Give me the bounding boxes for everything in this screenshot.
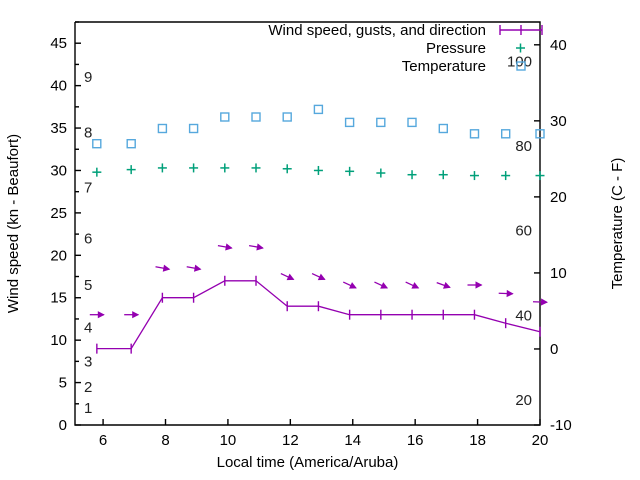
x-tick-label: 16 bbox=[407, 432, 424, 449]
y-tick-label: 30 bbox=[50, 162, 67, 179]
beaufort-label: 3 bbox=[84, 353, 92, 370]
temperature-marker bbox=[126, 138, 136, 149]
wind-direction-arrow bbox=[217, 243, 233, 251]
temperature-marker bbox=[407, 117, 417, 128]
wind-direction-arrow bbox=[186, 264, 202, 272]
temperature-marker bbox=[282, 112, 292, 122]
x-tick-label: 6 bbox=[99, 432, 107, 449]
wind-direction-arrow bbox=[155, 264, 171, 272]
temperature-marker bbox=[188, 123, 199, 134]
beaufort-label: 6 bbox=[84, 230, 92, 247]
temperature-marker bbox=[501, 129, 511, 139]
wind-direction-arrow bbox=[374, 281, 389, 289]
beaufort-label: 7 bbox=[84, 179, 92, 196]
temperature-marker bbox=[535, 129, 545, 139]
fahrenheit-label: 80 bbox=[515, 138, 532, 155]
x-tick-label: 10 bbox=[220, 432, 237, 449]
temperature-marker bbox=[220, 112, 230, 122]
y2-tick-label: 0 bbox=[550, 341, 558, 358]
fahrenheit-label: 60 bbox=[515, 222, 532, 239]
beaufort-label: 8 bbox=[84, 124, 92, 141]
fahrenheit-label: 20 bbox=[515, 392, 532, 409]
wind-direction-arrow bbox=[124, 311, 140, 319]
x-axis-title: Local time (America/Aruba) bbox=[217, 454, 399, 471]
wind-direction-arrow bbox=[467, 281, 483, 289]
y2-axis-title: Temperature (C - F) bbox=[609, 158, 626, 290]
y-tick-label: 15 bbox=[50, 290, 67, 307]
x-tick-label: 18 bbox=[469, 432, 486, 449]
wind-direction-arrow bbox=[436, 281, 451, 289]
y-tick-label: 5 bbox=[59, 375, 67, 392]
beaufort-label: 1 bbox=[84, 400, 92, 417]
x-tick-label: 20 bbox=[532, 432, 549, 449]
wind-direction-arrow bbox=[280, 272, 295, 281]
wind-direction-arrow bbox=[311, 272, 326, 281]
wind-direction-arrow bbox=[342, 281, 357, 289]
x-tick-label: 8 bbox=[161, 432, 169, 449]
y-axis-title: Wind speed (kn - Beaufort) bbox=[5, 134, 22, 313]
temperature-marker bbox=[376, 117, 386, 128]
wind-direction-arrow bbox=[405, 281, 420, 289]
temperature-marker bbox=[469, 129, 480, 139]
legend-label-2: Pressure bbox=[426, 40, 486, 57]
beaufort-label: 4 bbox=[84, 319, 92, 336]
x-tick-label: 14 bbox=[344, 432, 361, 449]
wind-direction-arrow bbox=[498, 289, 514, 298]
wind-direction-arrow bbox=[532, 298, 548, 306]
temperature-marker bbox=[313, 104, 324, 115]
plot-frame bbox=[74, 21, 541, 426]
wind-direction-arrow bbox=[89, 311, 105, 319]
y-tick-label: 0 bbox=[59, 417, 67, 434]
legend-label-1: Wind speed, gusts, and direction bbox=[268, 22, 486, 39]
wind-direction-arrow bbox=[248, 243, 264, 251]
y2-tick-label: 30 bbox=[550, 113, 567, 130]
y2-tick-label: 10 bbox=[550, 265, 567, 282]
temperature-marker bbox=[157, 123, 168, 134]
temperature-marker bbox=[438, 123, 448, 134]
wind-speed-line bbox=[96, 280, 541, 350]
beaufort-label: 2 bbox=[84, 379, 92, 396]
y2-tick-label: -10 bbox=[550, 417, 572, 434]
x-tick-label: 12 bbox=[282, 432, 299, 449]
y-tick-label: 20 bbox=[50, 247, 67, 264]
y-tick-label: 10 bbox=[50, 332, 67, 349]
y-tick-label: 45 bbox=[50, 35, 67, 52]
legend-label-3: Temperature bbox=[402, 58, 486, 75]
y2-tick-label: 40 bbox=[550, 37, 567, 54]
fahrenheit-label: 40 bbox=[515, 308, 532, 325]
y2-tick-label: 20 bbox=[550, 189, 567, 206]
temperature-marker bbox=[92, 138, 102, 149]
beaufort-label: 5 bbox=[84, 277, 92, 294]
y-tick-label: 25 bbox=[50, 205, 67, 222]
beaufort-label: 9 bbox=[84, 69, 92, 86]
temperature-marker bbox=[344, 117, 355, 128]
legend-temperature-symbol bbox=[516, 61, 526, 71]
y-tick-label: 35 bbox=[50, 120, 67, 137]
y-tick-label: 40 bbox=[50, 78, 67, 95]
temperature-marker bbox=[251, 112, 261, 122]
